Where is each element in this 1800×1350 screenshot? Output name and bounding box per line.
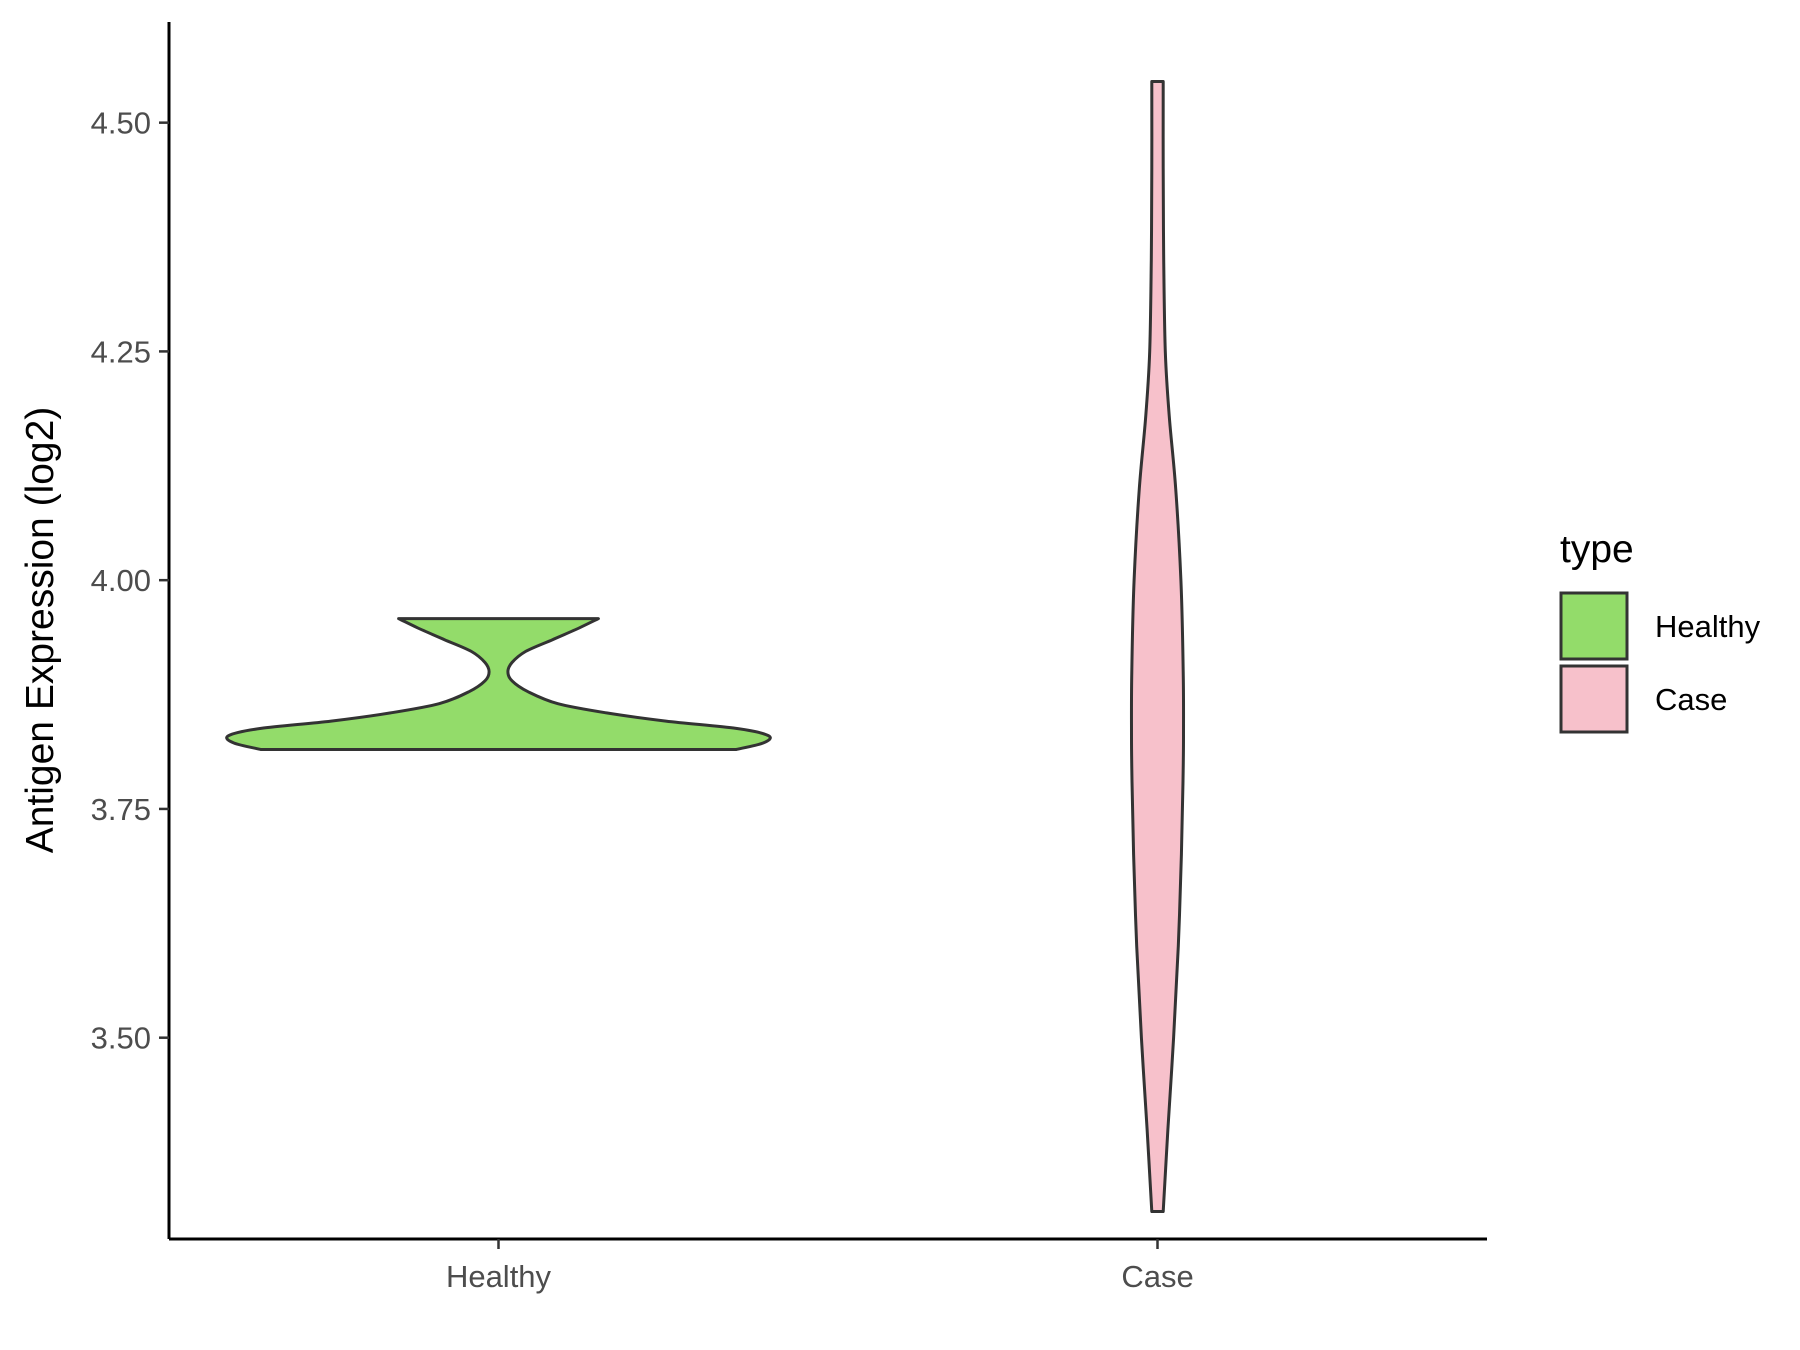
plot-area (225, 80, 1186, 1213)
legend-label-case: Case (1655, 682, 1727, 717)
x-tick-label: Case (1121, 1259, 1193, 1294)
y-tick-label: 3.75 (91, 792, 151, 827)
legend-swatch-case (1559, 664, 1629, 734)
violin-healthy (225, 617, 772, 751)
y-axis-title: Antigen Expression (log2) (19, 407, 62, 854)
legend-label-healthy: Healthy (1655, 609, 1761, 644)
y-tick-label: 3.50 (91, 1021, 151, 1056)
y-tick-label: 4.00 (91, 563, 151, 598)
y-tick-label: 4.25 (91, 334, 151, 369)
x-tick-label: Healthy (446, 1259, 552, 1294)
violin-case (1129, 80, 1186, 1213)
y-tick-label: 4.50 (91, 106, 151, 141)
legend: type Healthy Case (1559, 528, 1761, 734)
y-ticks: 3.50 3.75 4.00 4.25 4.50 (91, 106, 169, 1056)
legend-title: type (1560, 528, 1634, 571)
legend-swatch-healthy (1559, 591, 1629, 661)
axes (167, 22, 1487, 1241)
x-ticks: Healthy Case (446, 1239, 1194, 1294)
